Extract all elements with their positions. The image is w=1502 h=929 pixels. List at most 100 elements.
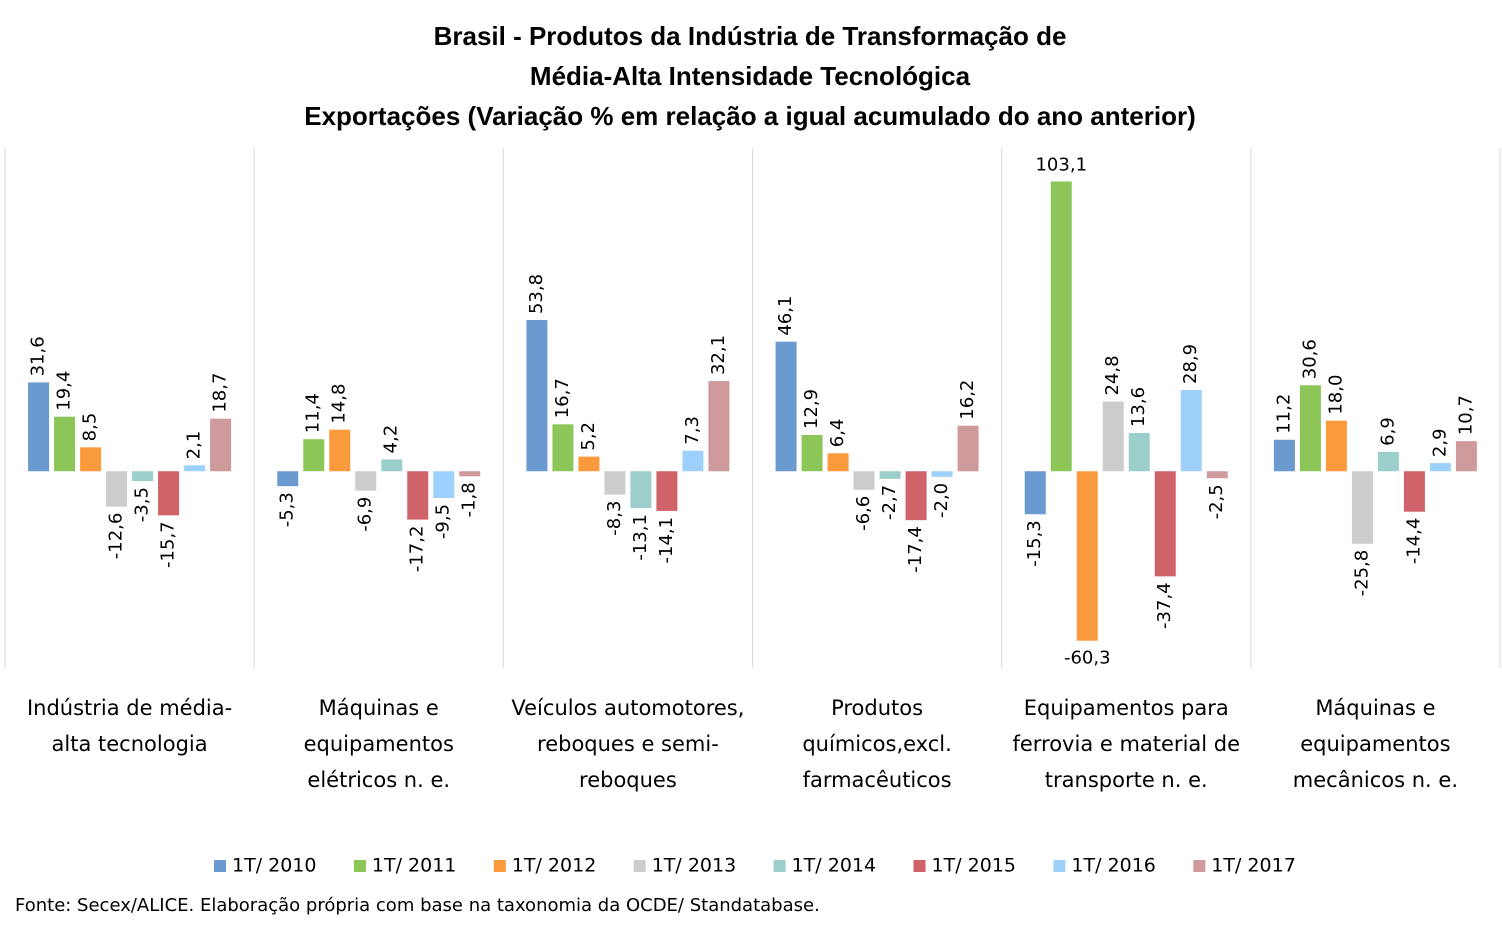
value-label: 2,9 xyxy=(1429,428,1450,457)
legend-swatch xyxy=(214,860,226,872)
value-label: -37,4 xyxy=(1154,582,1175,629)
value-label: 30,6 xyxy=(1299,339,1320,379)
bar xyxy=(656,471,678,511)
bar xyxy=(303,439,325,472)
bar xyxy=(682,450,704,472)
bar xyxy=(1325,420,1347,472)
bar xyxy=(879,471,901,479)
value-label: 16,2 xyxy=(957,380,978,420)
chart-title: Média-Alta Intensidade Tecnológica xyxy=(530,61,971,91)
bar xyxy=(1128,433,1150,472)
value-label: 10,7 xyxy=(1455,395,1476,435)
value-label: -2,7 xyxy=(879,485,900,520)
legend-label: 1T/ 2014 xyxy=(792,855,877,877)
legend-swatch xyxy=(633,860,646,872)
chart-title: Exportações (Variação % em relação a igu… xyxy=(304,101,1196,131)
bar xyxy=(1403,471,1425,512)
value-label: -1,8 xyxy=(459,482,480,517)
value-label: 7,3 xyxy=(682,416,703,445)
bar xyxy=(526,320,548,472)
x-tick-label: Indústria de média-alta tecnologia xyxy=(26,696,233,756)
x-tick-label: Máquinas e equipamentos elétricos n. e. xyxy=(303,696,454,792)
bar xyxy=(329,429,351,472)
legend-label: 1T/ 2013 xyxy=(652,855,737,877)
bar xyxy=(277,471,299,487)
value-label: -15,3 xyxy=(1024,520,1045,567)
value-label: -15,7 xyxy=(158,521,179,568)
value-label: 6,4 xyxy=(827,419,848,448)
legend-swatch xyxy=(353,860,366,872)
bar xyxy=(853,471,875,490)
value-label: 8,5 xyxy=(80,413,101,442)
bar xyxy=(80,447,102,472)
value-label: 11,2 xyxy=(1273,394,1294,434)
value-label: 53,8 xyxy=(526,274,547,314)
x-tick-label: Veículos automotores, reboques e semi-re… xyxy=(511,696,745,792)
value-label: 5,2 xyxy=(578,422,599,451)
bar xyxy=(552,424,574,472)
bar xyxy=(1154,471,1176,577)
value-label: 4,2 xyxy=(381,425,402,454)
bar xyxy=(1102,401,1124,472)
x-tick-label: Equipamentos para ferrovia e material de… xyxy=(1012,696,1241,792)
bar xyxy=(708,381,730,472)
bar xyxy=(407,471,429,520)
value-label: -25,8 xyxy=(1351,550,1372,597)
bar xyxy=(1351,471,1373,544)
value-label: 16,7 xyxy=(552,378,573,418)
value-label: 32,1 xyxy=(708,335,729,375)
value-label: -17,2 xyxy=(407,526,428,573)
bar xyxy=(158,471,180,516)
bar xyxy=(1377,451,1399,472)
bar xyxy=(604,471,626,495)
value-label: -2,5 xyxy=(1206,484,1227,519)
value-label: 103,1 xyxy=(1035,154,1087,175)
bar xyxy=(1024,471,1046,515)
value-label: 46,1 xyxy=(775,296,796,336)
legend-label: 1T/ 2017 xyxy=(1211,855,1296,877)
value-label: -6,9 xyxy=(355,497,376,532)
legend-swatch xyxy=(773,860,786,872)
bar xyxy=(381,459,403,472)
value-label: -6,6 xyxy=(853,496,874,531)
value-label: -9,5 xyxy=(433,504,454,539)
legend-swatch xyxy=(493,860,506,872)
value-label: 14,8 xyxy=(329,384,350,424)
bar xyxy=(184,465,206,472)
value-label: -13,1 xyxy=(630,514,651,561)
bar xyxy=(957,425,979,472)
value-label: -17,4 xyxy=(905,526,926,573)
bar xyxy=(355,471,377,491)
legend-swatch xyxy=(913,860,926,872)
value-label: -3,5 xyxy=(132,487,153,522)
x-tick-label: Produtos químicos,excl. farmacêuticos xyxy=(802,696,952,792)
value-label: 24,8 xyxy=(1102,355,1123,395)
legend-swatch xyxy=(1053,860,1066,872)
value-label: -5,3 xyxy=(277,492,298,527)
bar xyxy=(210,418,232,472)
bar xyxy=(1273,439,1295,472)
bar xyxy=(801,434,823,472)
bar xyxy=(433,471,455,498)
bar xyxy=(1050,181,1072,472)
legend-label: 1T/ 2012 xyxy=(512,855,597,877)
bar xyxy=(1076,471,1098,641)
bar xyxy=(630,471,652,509)
bar xyxy=(106,471,128,507)
bar xyxy=(1429,463,1451,472)
bar xyxy=(1455,441,1477,472)
legend-label: 1T/ 2016 xyxy=(1071,855,1156,877)
bar xyxy=(578,456,600,472)
value-label: -8,3 xyxy=(604,501,625,536)
bar xyxy=(775,341,797,472)
value-label: 11,4 xyxy=(303,393,324,433)
value-label: 31,6 xyxy=(28,336,49,376)
bar xyxy=(1299,385,1321,472)
value-label: 6,9 xyxy=(1377,417,1398,446)
legend-label: 1T/ 2011 xyxy=(372,855,457,877)
value-label: -12,6 xyxy=(106,513,127,560)
value-label: -2,0 xyxy=(931,483,952,518)
bar xyxy=(1206,471,1228,479)
